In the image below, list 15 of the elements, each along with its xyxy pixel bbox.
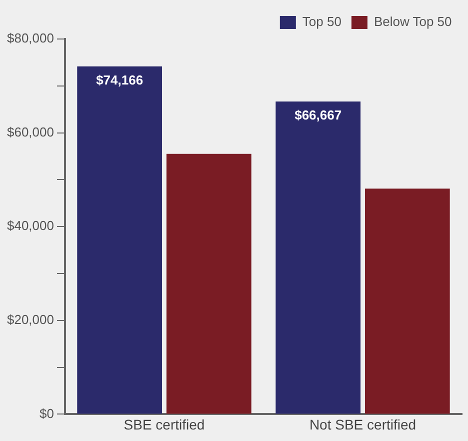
- data-label: $66,667: [294, 108, 342, 123]
- bar: [77, 66, 162, 414]
- y-tick-label: $80,000: [6, 30, 54, 46]
- y-tick-label: $0: [40, 406, 54, 421]
- x-tick-label: Not SBE certified: [309, 416, 416, 432]
- y-tick-label: $60,000: [6, 124, 54, 140]
- y-tick-label: $20,000: [6, 312, 54, 327]
- y-tick-label: $40,000: [6, 218, 54, 234]
- x-tick-label: SBE certified: [124, 416, 205, 432]
- bar: [166, 154, 252, 414]
- bar: [364, 188, 450, 414]
- legend-label: Top 50: [302, 14, 342, 30]
- legend-label: Below Top 50: [374, 14, 452, 30]
- data-label: $74,166: [96, 72, 144, 88]
- bar: [276, 102, 361, 414]
